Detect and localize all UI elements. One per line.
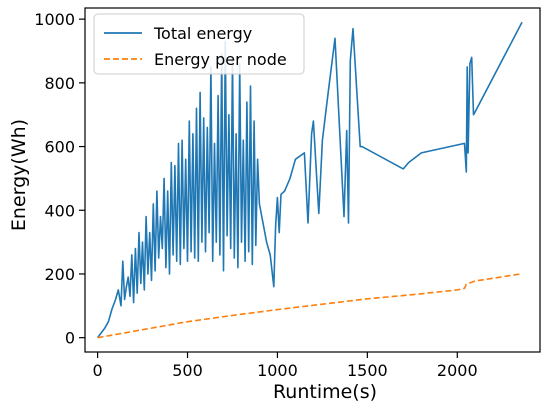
plot-area <box>96 21 523 339</box>
x-tick-label: 1500 <box>347 361 388 380</box>
x-tick-label: 0 <box>92 361 102 380</box>
x-axis-label: Runtime(s) <box>273 381 377 403</box>
series-line-1 <box>96 21 523 339</box>
y-axis-label: Energy(Wh) <box>8 119 30 231</box>
legend-label-1: Total energy <box>153 24 252 43</box>
series-line-2 <box>97 273 521 339</box>
y-tick-label: 200 <box>44 265 75 284</box>
x-tick-label: 2000 <box>437 361 478 380</box>
axes: 0 500 1000 1500 2000 0 200 400 600 800 1000 <box>34 7 541 380</box>
plot-frame <box>84 7 541 353</box>
y-tick-label: 400 <box>44 201 75 220</box>
y-tick-label: 800 <box>44 74 75 93</box>
legend-label-2: Energy per node <box>154 50 287 69</box>
y-tick-label: 0 <box>65 329 75 348</box>
legend: Total energy Energy per node <box>93 13 305 75</box>
x-tick-label: 500 <box>172 361 203 380</box>
y-tick-label: 1000 <box>34 10 75 29</box>
x-tick-label: 1000 <box>257 361 298 380</box>
legend-box <box>93 13 305 75</box>
y-tick-label: 600 <box>44 138 75 157</box>
